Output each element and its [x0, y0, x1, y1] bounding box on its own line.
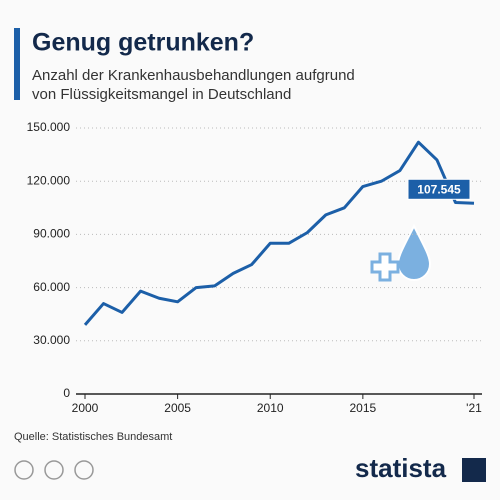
subtitle: von Flüssigkeitsmangel in Deutschland: [32, 86, 291, 103]
x-tick-label: 2005: [164, 401, 191, 415]
license-icons: [14, 460, 94, 480]
y-tick-label: 90.000: [33, 227, 70, 241]
y-tick-label: 0: [63, 386, 70, 400]
title-bar: [14, 28, 20, 100]
data-label: 107.545: [417, 182, 461, 196]
logo-mark: [462, 458, 486, 482]
y-tick-label: 150.000: [27, 120, 71, 134]
y-tick-label: 30.000: [33, 333, 70, 347]
x-tick-label: 2015: [350, 401, 377, 415]
y-tick-label: 60.000: [33, 280, 70, 294]
subtitle: Anzahl der Krankenhausbehandlungen aufgr…: [32, 67, 355, 84]
line: [83, 140, 475, 326]
label-box: [407, 178, 471, 200]
logo: statista: [355, 453, 447, 483]
y-tick-label: 120.000: [27, 173, 71, 187]
x-tick-label: 2010: [257, 401, 284, 415]
source: Quelle: Statistisches Bundesamt: [14, 431, 172, 443]
icon: [370, 223, 432, 282]
x-tick-label: 2000: [72, 401, 99, 415]
x-tick-label: '21: [466, 401, 482, 415]
chart-title: Genug getrunken?: [32, 29, 254, 57]
